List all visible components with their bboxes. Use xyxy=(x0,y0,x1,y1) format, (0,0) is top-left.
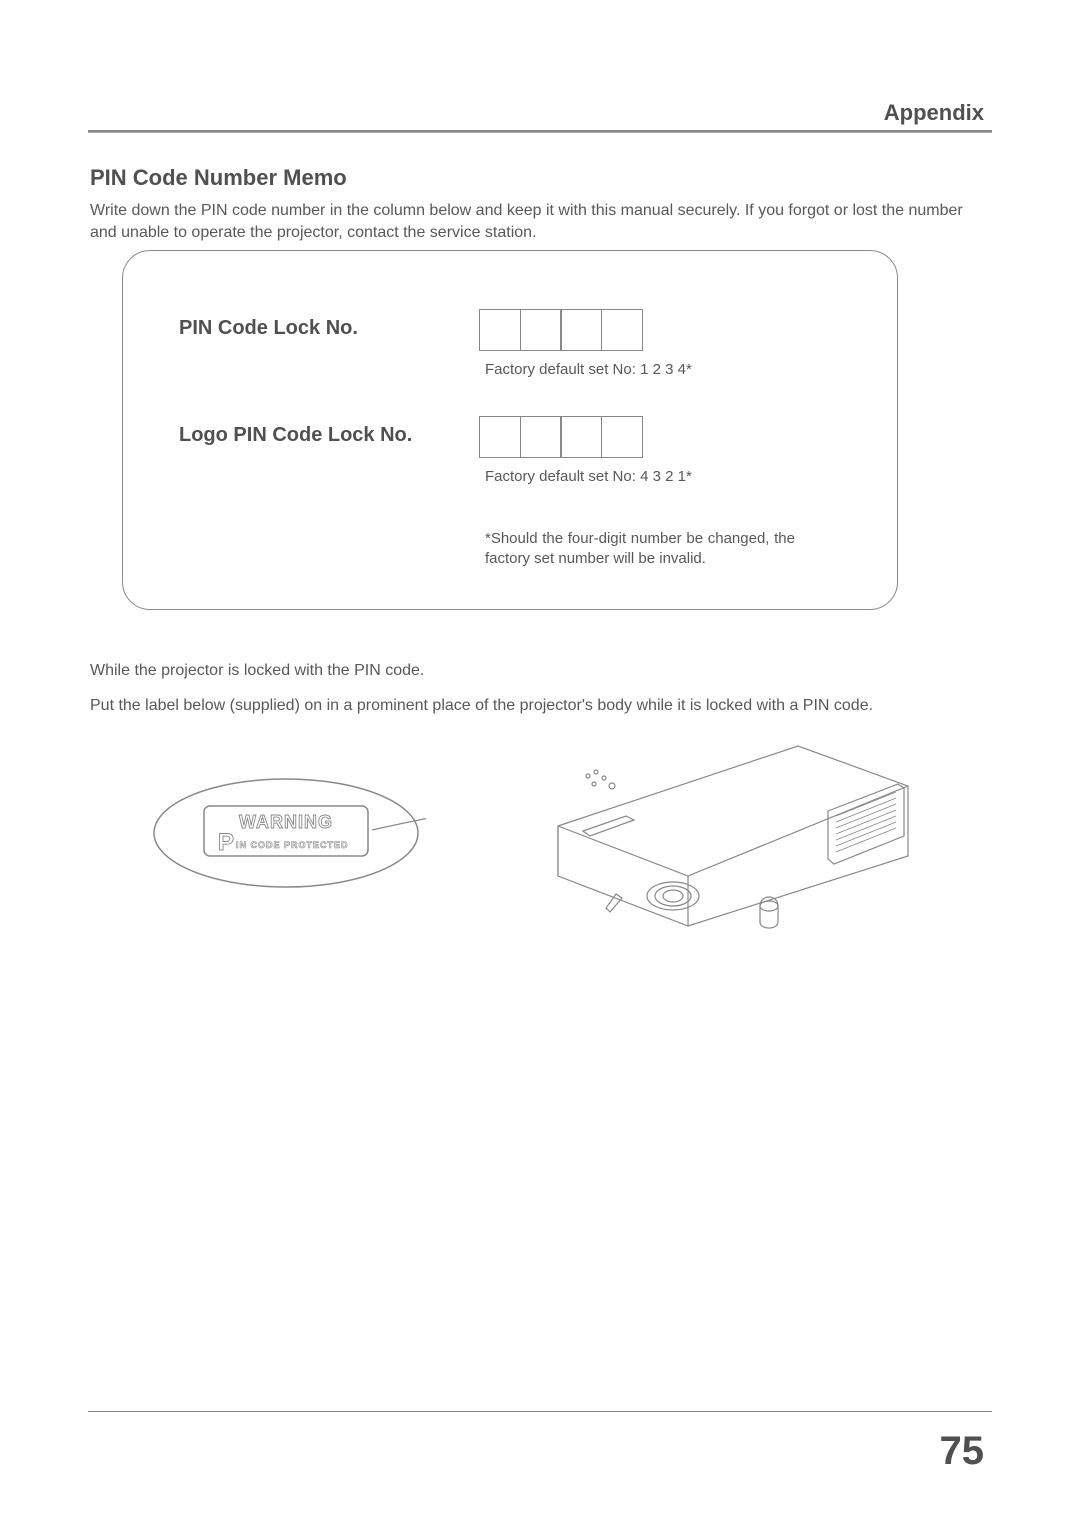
intro-text: Write down the PIN code number in the co… xyxy=(90,200,990,243)
memo-footnote: *Should the four-digit number be changed… xyxy=(485,529,795,570)
pin-default-note: Factory default set No: 1 2 3 4* xyxy=(485,361,857,378)
warning-subtitle-text: IN CODE PROTECTED xyxy=(236,840,349,850)
pin-code-label: PIN Code Lock No. xyxy=(179,309,479,340)
pin-code-input-boxes[interactable] xyxy=(479,309,857,351)
logo-pin-row: Logo PIN Code Lock No. Factory default s… xyxy=(179,416,857,485)
warning-label-illustration: WARNING P IN CODE PROTECTED xyxy=(146,770,426,896)
pin-digit-2[interactable] xyxy=(520,309,562,351)
header-title: Appendix xyxy=(884,100,984,126)
pin-digit-1[interactable] xyxy=(479,309,521,351)
logo-pin-label: Logo PIN Code Lock No. xyxy=(179,416,479,447)
logo-pin-digit-2[interactable] xyxy=(520,416,562,458)
logo-pin-digit-1[interactable] xyxy=(479,416,521,458)
section-title: PIN Code Number Memo xyxy=(90,165,347,191)
label-instruction: Put the label below (supplied) on in a p… xyxy=(90,695,873,717)
logo-pin-default-note: Factory default set No: 4 3 2 1* xyxy=(485,468,857,485)
pin-digit-3[interactable] xyxy=(560,309,602,351)
page-number: 75 xyxy=(940,1429,985,1474)
logo-pin-digit-4[interactable] xyxy=(601,416,643,458)
warning-p-icon: P xyxy=(218,829,234,856)
projector-illustration xyxy=(538,716,918,946)
locked-text: While the projector is locked with the P… xyxy=(90,662,424,680)
logo-pin-input-boxes[interactable] xyxy=(479,416,857,458)
memo-box: PIN Code Lock No. Factory default set No… xyxy=(122,250,898,610)
pin-digit-4[interactable] xyxy=(601,309,643,351)
pin-code-row: PIN Code Lock No. Factory default set No… xyxy=(179,309,857,378)
logo-pin-digit-3[interactable] xyxy=(560,416,602,458)
footer-divider xyxy=(88,1411,992,1412)
header-divider xyxy=(88,130,992,133)
warning-title-text: WARNING xyxy=(239,812,333,832)
